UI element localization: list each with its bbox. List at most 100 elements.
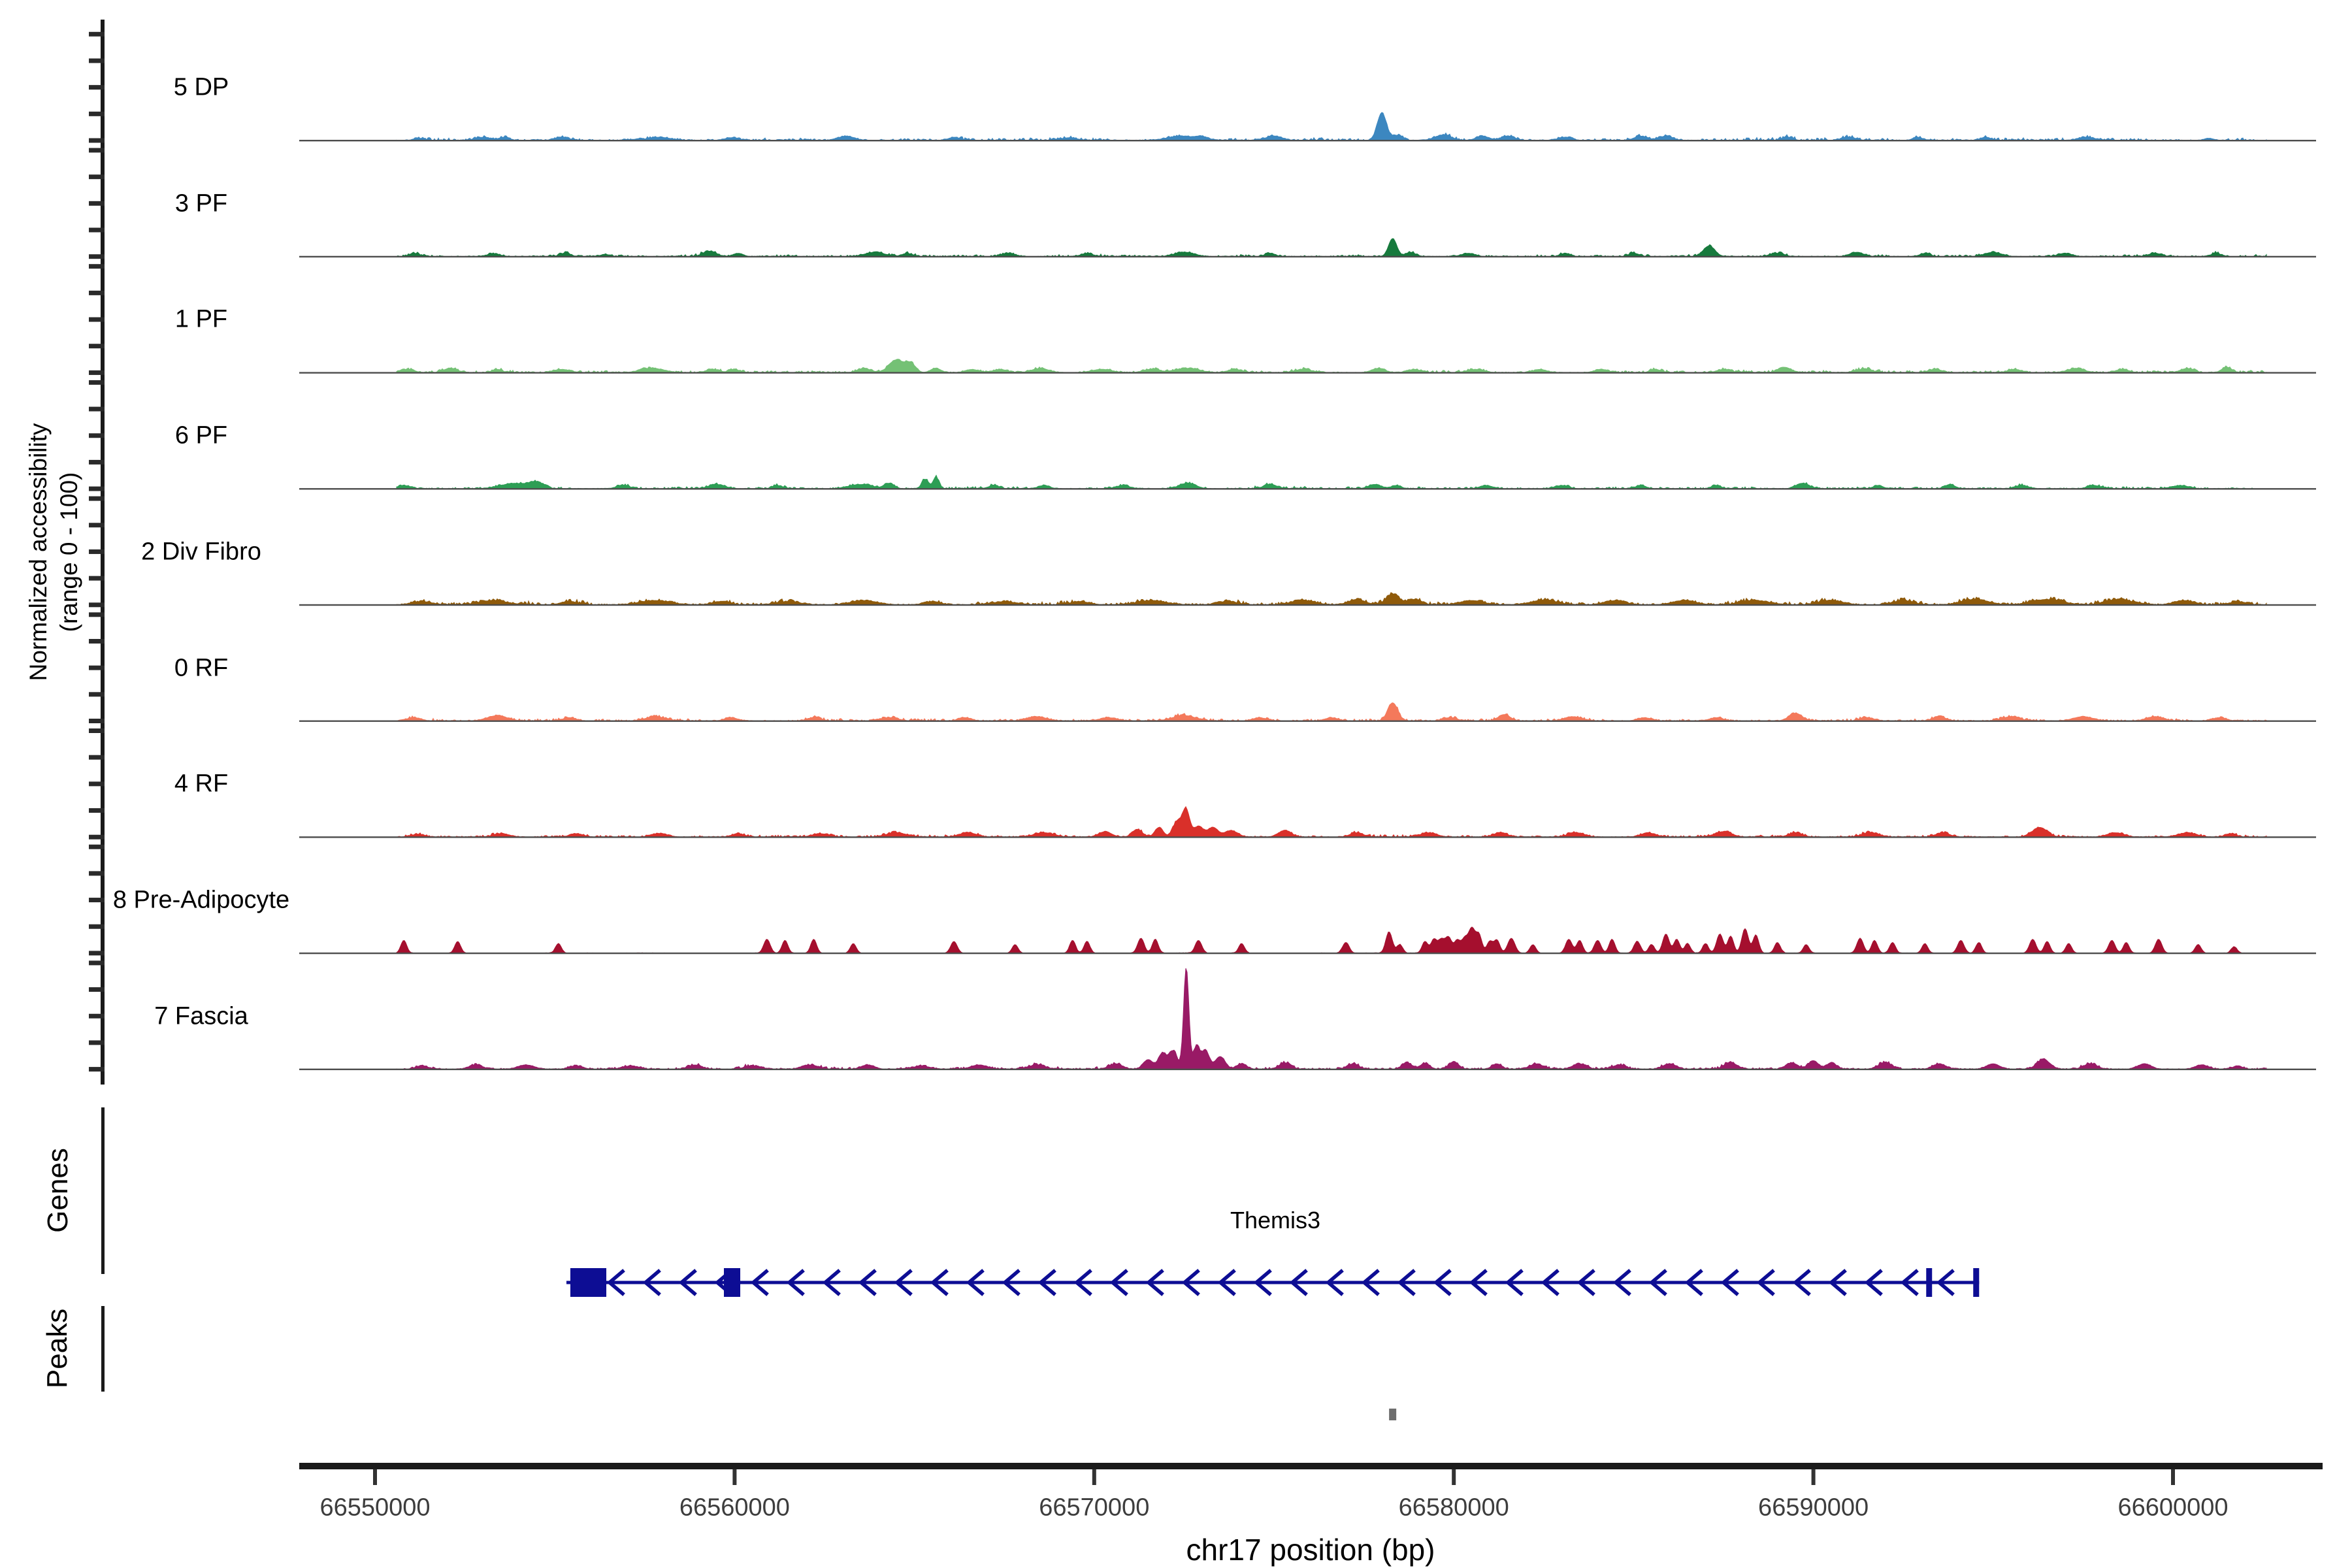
gene-direction-arrow-icon xyxy=(1864,1269,1883,1296)
gene-exon xyxy=(723,1268,741,1297)
y-axis-title: Normalized accessibility (range 0 - 100) xyxy=(23,423,84,681)
gene-direction-arrow-icon xyxy=(1576,1269,1595,1296)
gene-direction-arrow-icon xyxy=(1505,1269,1524,1296)
gene-direction-arrow-icon xyxy=(1792,1269,1811,1296)
genes-section-label: Genes xyxy=(42,1148,74,1233)
gene-direction-arrow-icon xyxy=(1936,1269,1955,1296)
y-axis-tick xyxy=(89,496,105,501)
x-tick-label-66550000: 66550000 xyxy=(319,1494,431,1522)
y-axis-tick xyxy=(89,459,105,465)
y-axis-title-line2: (range 0 - 100) xyxy=(56,472,82,632)
gene-direction-arrow-icon xyxy=(1612,1269,1631,1296)
gene-direction-arrow-icon xyxy=(1217,1269,1236,1296)
y-axis-tick xyxy=(89,951,105,956)
x-tick-label-66560000: 66560000 xyxy=(679,1494,790,1522)
gene-direction-arrow-icon xyxy=(1109,1269,1128,1296)
gene-direction-arrow-icon xyxy=(750,1269,769,1296)
x-axis-tick xyxy=(373,1469,377,1485)
track-baseline xyxy=(299,488,2316,490)
y-axis-tick xyxy=(89,1067,105,1072)
gene-exon xyxy=(570,1268,607,1297)
track-1-pf xyxy=(299,359,2316,374)
track-signal-6-pf xyxy=(396,474,2267,490)
gene-direction-arrow-icon xyxy=(1684,1269,1703,1296)
track-4-rf xyxy=(299,806,2316,838)
x-tick-label-66590000: 66590000 xyxy=(1758,1494,1869,1522)
y-axis-tick xyxy=(89,370,105,375)
y-axis-tick xyxy=(89,719,105,723)
track-2-div-fibro xyxy=(299,592,2316,606)
y-axis-tick xyxy=(89,834,105,840)
gene-model xyxy=(566,1268,1980,1297)
gene-direction-arrow-icon xyxy=(1037,1269,1056,1296)
x-tick-label-66570000: 66570000 xyxy=(1039,1494,1150,1522)
x-axis-tick xyxy=(1452,1469,1456,1485)
peaks-section-label: Peaks xyxy=(41,1308,73,1389)
track-baseline xyxy=(299,372,2316,374)
track-label-8-pre-adipocyte: 8 Pre-Adipocyte xyxy=(112,886,290,914)
track-signal-4-rf xyxy=(396,806,2267,838)
gene-direction-arrow-icon xyxy=(1397,1269,1416,1296)
gene-direction-arrow-icon xyxy=(642,1269,661,1296)
gene-direction-arrow-icon xyxy=(1828,1269,1847,1296)
y-axis-tick xyxy=(89,380,105,385)
gene-direction-arrow-icon xyxy=(678,1269,697,1296)
y-axis-tick xyxy=(89,549,105,554)
track-baseline xyxy=(299,952,2316,955)
track-baseline xyxy=(299,720,2316,722)
gene-direction-arrow-icon xyxy=(1073,1269,1092,1296)
gene-direction-arrow-icon xyxy=(1002,1269,1021,1296)
track-baseline xyxy=(299,140,2316,142)
track-signal-5-dp xyxy=(396,112,2267,141)
y-axis-tick xyxy=(89,290,105,295)
track-label-2-div-fibro: 2 Div Fibro xyxy=(141,538,261,566)
y-axis-tick xyxy=(89,264,105,269)
x-axis-tick xyxy=(2171,1469,2175,1485)
y-axis-tick xyxy=(89,406,105,412)
y-axis-tick xyxy=(89,31,105,37)
y-axis-tick xyxy=(89,612,105,617)
y-axis-title-line1: Normalized accessibility xyxy=(25,423,52,681)
gene-name-label: Themis3 xyxy=(1230,1207,1321,1233)
track-label-1-pf: 1 PF xyxy=(174,305,228,333)
peaks-axis-line xyxy=(101,1306,105,1392)
x-axis-line xyxy=(299,1463,2323,1469)
gene-direction-arrow-icon xyxy=(606,1269,625,1296)
x-axis-tick xyxy=(1811,1469,1816,1485)
x-tick-label-66600000: 66600000 xyxy=(2117,1494,2229,1522)
track-6-pf xyxy=(299,474,2316,490)
gene-direction-arrow-icon xyxy=(1361,1269,1380,1296)
x-axis-tick xyxy=(732,1469,737,1485)
gene-direction-arrow-icon xyxy=(1900,1269,1919,1296)
y-axis-tick xyxy=(89,138,105,143)
genes-axis-line xyxy=(101,1107,105,1274)
y-axis-tick xyxy=(89,58,105,63)
y-axis-tick xyxy=(89,174,105,180)
gene-direction-arrow-icon xyxy=(1648,1269,1667,1296)
y-axis-tick xyxy=(89,1040,105,1045)
y-axis-tick xyxy=(89,227,105,233)
gene-direction-arrow-icon xyxy=(1433,1269,1452,1296)
y-axis-tick xyxy=(89,755,105,760)
gene-direction-arrow-icon xyxy=(1289,1269,1308,1296)
y-axis-tick xyxy=(89,201,105,206)
gene-direction-arrow-icon xyxy=(1325,1269,1344,1296)
track-label-0-rf: 0 RF xyxy=(174,654,229,681)
y-axis-tick xyxy=(89,665,105,670)
track-signal-0-rf xyxy=(396,702,2267,722)
track-label-6-pf: 6 PF xyxy=(174,421,228,449)
y-axis-tick xyxy=(89,486,105,491)
gene-direction-arrow-icon xyxy=(894,1269,913,1296)
track-baseline xyxy=(299,1068,2316,1070)
y-axis-tick xyxy=(89,924,105,929)
y-axis-tick xyxy=(89,317,105,322)
track-baseline xyxy=(299,604,2316,606)
gene-direction-arrow-icon xyxy=(966,1269,985,1296)
track-baseline xyxy=(299,255,2316,258)
gene-direction-arrow-icon xyxy=(858,1269,877,1296)
x-axis-tick xyxy=(1092,1469,1096,1485)
y-axis-tick xyxy=(89,987,105,992)
y-axis-tick xyxy=(89,692,105,697)
